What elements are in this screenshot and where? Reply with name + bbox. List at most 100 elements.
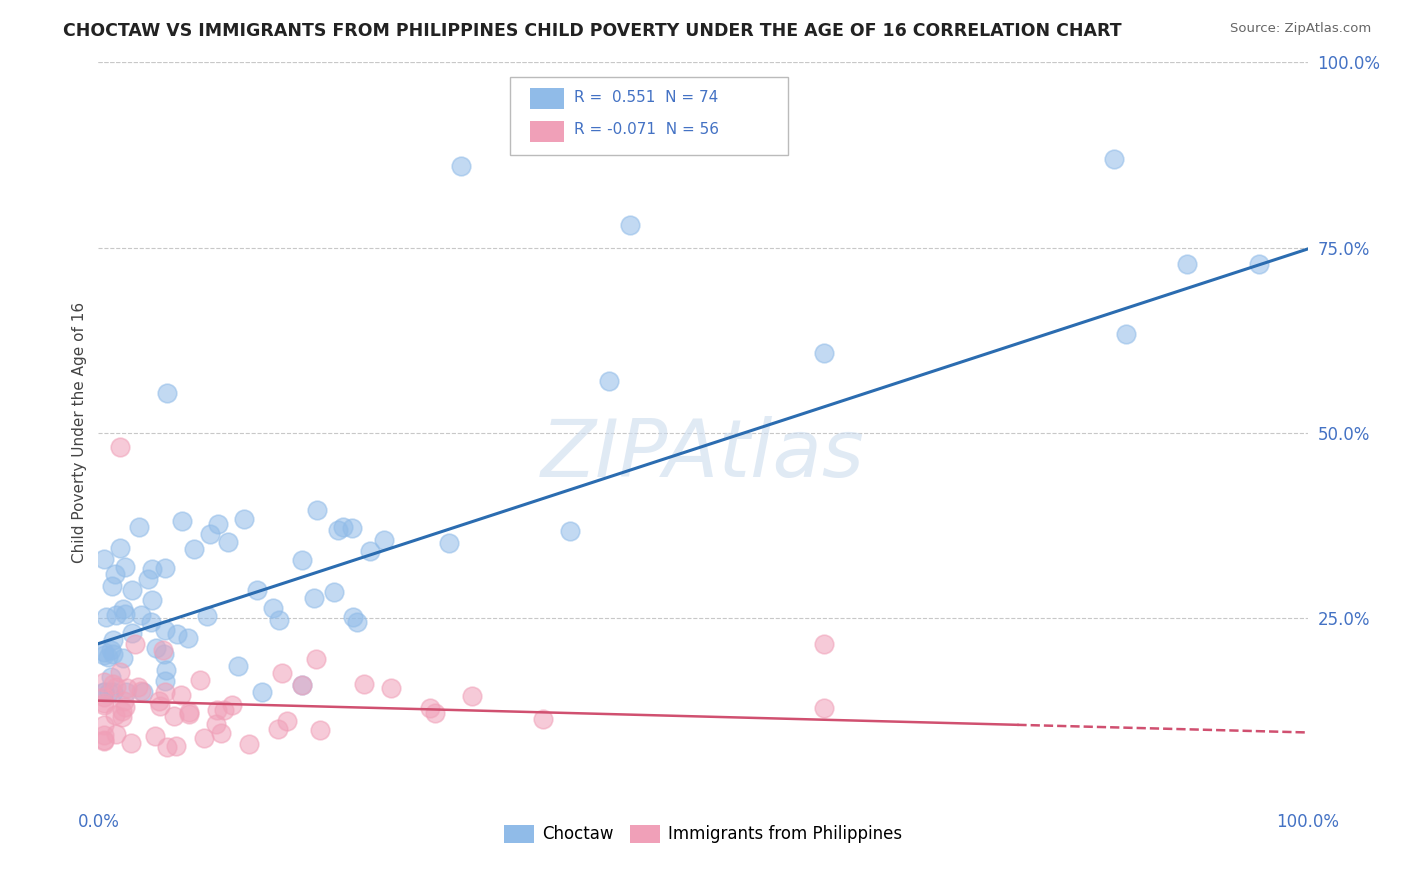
Point	[93, 698, 115, 713]
Point	[1249, 257, 1271, 271]
Point	[121, 583, 143, 598]
Point	[177, 706, 200, 721]
Point	[93, 733, 115, 747]
Point	[108, 441, 131, 455]
Point	[108, 665, 131, 679]
Point	[108, 541, 131, 555]
Point	[127, 680, 149, 694]
Point	[323, 585, 346, 599]
Point	[120, 736, 142, 750]
Point	[207, 516, 229, 531]
Point	[1102, 152, 1125, 166]
Point	[152, 642, 174, 657]
Point	[217, 535, 239, 549]
Point	[153, 623, 176, 637]
Point	[419, 701, 441, 715]
Point	[373, 533, 395, 548]
Point	[267, 613, 290, 627]
Point	[353, 677, 375, 691]
Point	[183, 542, 205, 557]
Point	[305, 652, 328, 666]
Point	[1115, 327, 1137, 342]
Point	[155, 664, 177, 678]
Point	[423, 706, 446, 720]
Point	[179, 705, 201, 719]
Point	[131, 684, 153, 698]
Point	[93, 674, 115, 689]
Point	[332, 520, 354, 534]
Point	[112, 602, 135, 616]
Point	[124, 637, 146, 651]
Point	[115, 681, 138, 696]
Point	[129, 607, 152, 622]
Point	[813, 346, 835, 360]
Point	[101, 579, 124, 593]
Point	[103, 677, 125, 691]
Point	[101, 685, 124, 699]
Point	[139, 615, 162, 629]
Point	[359, 544, 381, 558]
Point	[141, 592, 163, 607]
Point	[131, 685, 153, 699]
Point	[228, 659, 250, 673]
Point	[112, 651, 135, 665]
Point	[112, 694, 135, 708]
Point	[328, 523, 350, 537]
Point	[205, 717, 228, 731]
Point	[100, 670, 122, 684]
Point	[114, 607, 136, 622]
Legend: Choctaw, Immigrants from Philippines: Choctaw, Immigrants from Philippines	[496, 818, 910, 850]
Point	[141, 562, 163, 576]
Point	[246, 582, 269, 597]
Text: R =  0.551  N = 74: R = 0.551 N = 74	[574, 90, 718, 104]
Point	[276, 714, 298, 728]
Point	[305, 503, 328, 517]
Point	[193, 731, 215, 746]
Point	[165, 739, 187, 753]
Point	[233, 512, 256, 526]
Point	[291, 678, 314, 692]
Point	[291, 552, 314, 566]
Point	[105, 680, 128, 694]
Point	[104, 707, 127, 722]
Point	[156, 386, 179, 401]
Point	[250, 685, 273, 699]
Point	[450, 159, 472, 173]
Point	[143, 729, 166, 743]
Point	[114, 700, 136, 714]
Point	[267, 722, 290, 736]
Point	[148, 694, 170, 708]
Point	[93, 648, 115, 662]
Point	[153, 561, 176, 575]
FancyBboxPatch shape	[509, 78, 787, 155]
Point	[114, 685, 136, 699]
Point	[149, 698, 172, 713]
Point	[114, 559, 136, 574]
Point	[212, 703, 235, 717]
Point	[163, 709, 186, 723]
Point	[340, 520, 363, 534]
Point	[93, 645, 115, 659]
Point	[270, 665, 292, 680]
Point	[531, 712, 554, 726]
Point	[100, 642, 122, 657]
Point	[103, 648, 125, 662]
Point	[188, 673, 211, 688]
Point	[177, 632, 200, 646]
Point	[209, 726, 232, 740]
Point	[121, 626, 143, 640]
Point	[145, 640, 167, 655]
Point	[437, 536, 460, 550]
Point	[156, 739, 179, 754]
Point	[93, 734, 115, 748]
Point	[97, 650, 120, 665]
Point	[309, 723, 332, 738]
Y-axis label: Child Poverty Under the Age of 16: Child Poverty Under the Age of 16	[72, 302, 87, 563]
Point	[205, 703, 228, 717]
Point	[813, 637, 835, 651]
Point	[104, 607, 127, 622]
Point	[93, 728, 115, 742]
Point	[153, 685, 176, 699]
Point	[104, 727, 127, 741]
Point	[153, 674, 176, 689]
